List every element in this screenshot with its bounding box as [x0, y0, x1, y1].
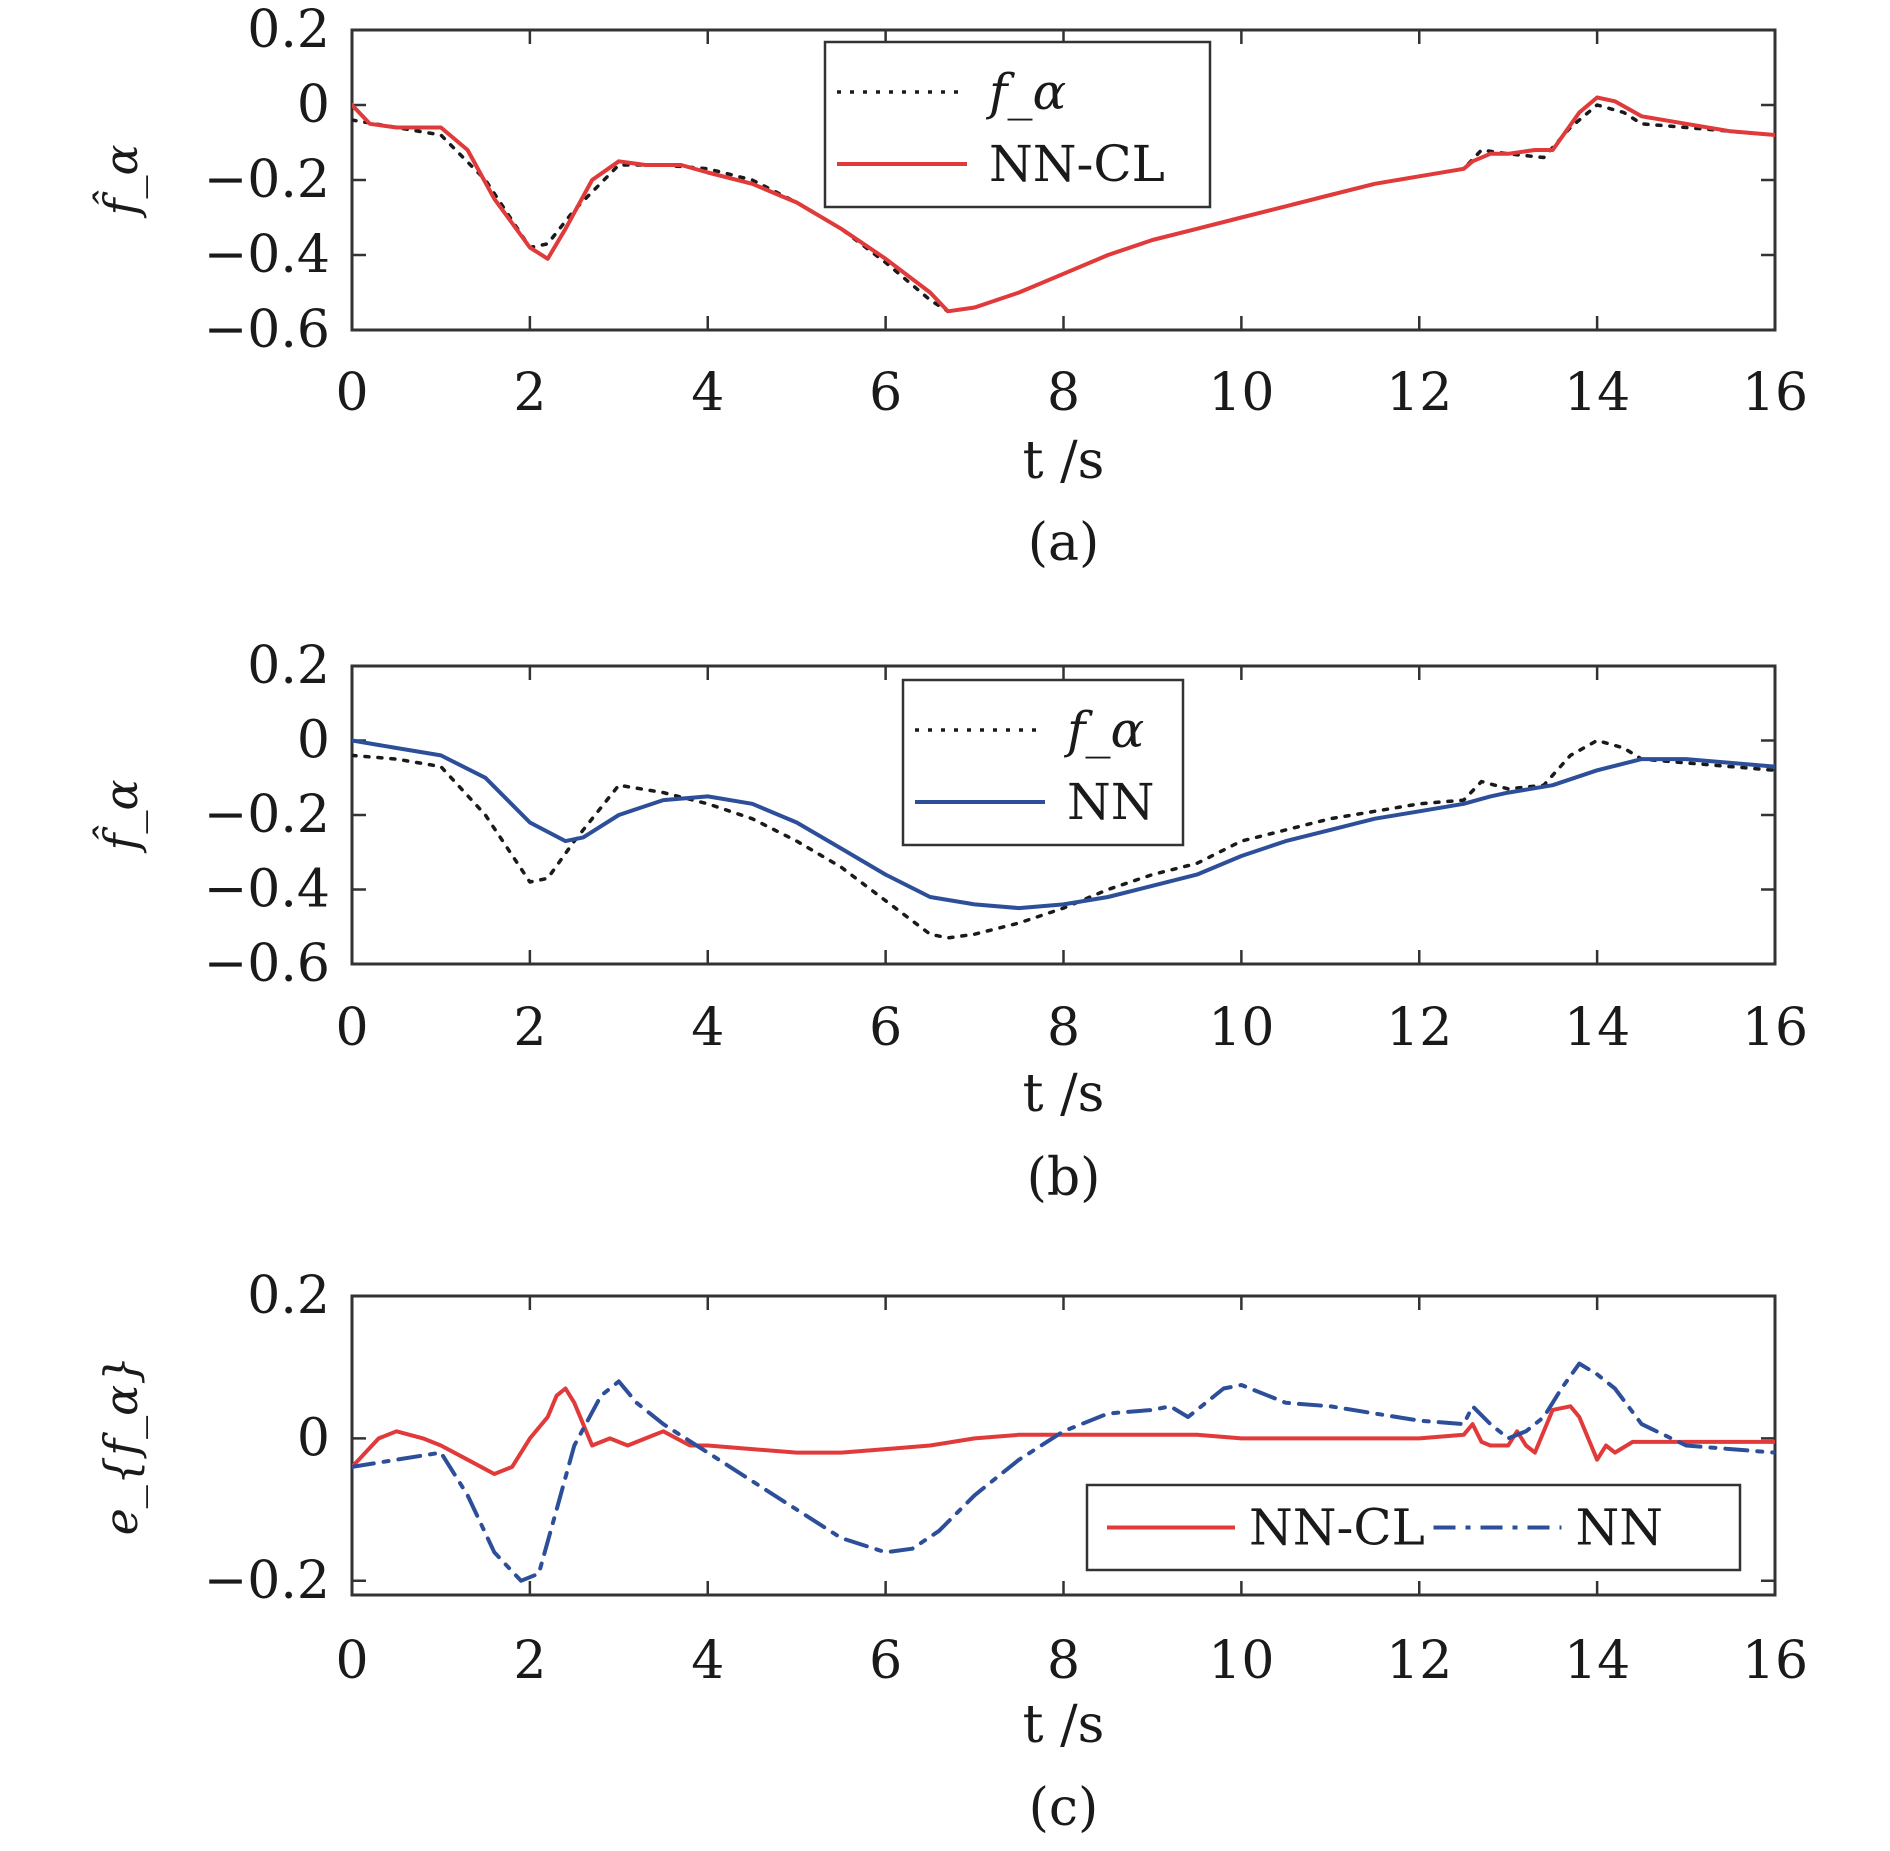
x-tick-label: 8	[1047, 998, 1080, 1058]
panel-caption: (a)	[1028, 513, 1100, 573]
x-tick-label: 10	[1208, 363, 1274, 423]
x-tick-label: 4	[691, 1631, 724, 1691]
series-line-nn-cl	[352, 1386, 1775, 1476]
legend: f_α NN	[901, 678, 1185, 847]
legend-label: NN-CL	[1249, 1499, 1425, 1557]
x-tick-label: 10	[1208, 998, 1274, 1058]
x-tick-label: 8	[1047, 363, 1080, 423]
y-tick-label: −0.2	[204, 785, 330, 845]
y-axis-label: e_{f_α}	[94, 1356, 148, 1536]
x-axis-label: t /s	[1023, 1064, 1105, 1124]
x-tick-label: 4	[691, 363, 724, 423]
x-axis-label: t /s	[1023, 1695, 1105, 1755]
x-tick-label: 6	[869, 1631, 902, 1691]
x-tick-label: 16	[1742, 998, 1808, 1058]
x-tick-label: 0	[335, 998, 368, 1058]
x-tick-label: 4	[691, 998, 724, 1058]
legend-label: f_α	[1063, 701, 1144, 759]
x-tick-label: 2	[513, 1631, 546, 1691]
x-axis-label: t /s	[1023, 431, 1105, 491]
x-tick-label: 14	[1564, 363, 1630, 423]
y-tick-label: 0	[297, 75, 330, 135]
x-tick-label: 12	[1386, 363, 1452, 423]
chart-panel-c: 0 2 4 6 8 10 12 14 160.20−0.2t /se_{f_α}(c)NN-CL…	[94, 1266, 1808, 1838]
y-tick-label: −0.6	[204, 934, 330, 994]
x-tick-label: 12	[1386, 998, 1452, 1058]
x-tick-label: 8	[1047, 1631, 1080, 1691]
legend-label: NN	[1576, 1499, 1664, 1557]
x-tick-label: 2	[513, 363, 546, 423]
legend-label: NN	[1067, 773, 1155, 831]
legend-box	[823, 40, 1212, 209]
x-tick-label: 6	[869, 363, 902, 423]
panel-caption: (c)	[1029, 1778, 1099, 1838]
x-tick-label: 12	[1386, 1631, 1452, 1691]
y-axis-label: f̂_α	[92, 144, 148, 218]
legend-label: f_α	[985, 63, 1066, 121]
y-tick-label: 0.2	[247, 0, 330, 60]
legend: f_α NN-CL	[823, 40, 1212, 209]
series-group	[352, 95, 1775, 314]
y-tick-label: 0	[297, 1408, 330, 1468]
x-tick-label: 16	[1742, 363, 1808, 423]
x-tick-label: 0	[335, 363, 368, 423]
x-tick-label: 2	[513, 998, 546, 1058]
panel-caption: (b)	[1027, 1148, 1101, 1208]
chart-panel-a: 0 2 4 6 8 10 12 14 16 0.2 0 −0.2 −0.4 −0.6 t /s f̂_α (a)…	[92, 0, 1808, 573]
x-tick-label: 0	[335, 1631, 368, 1691]
y-tick-label: −0.2	[204, 150, 330, 210]
legend: NN-CL NN	[1085, 1483, 1742, 1572]
y-tick-label: −0.4	[204, 860, 330, 920]
y-tick-label: −0.2	[204, 1551, 330, 1611]
series-line-nn	[352, 738, 1775, 911]
y-axis-label: f̂_α	[92, 779, 148, 853]
legend-box	[901, 678, 1185, 847]
y-tick-label: 0.2	[247, 1266, 330, 1326]
y-tick-label: 0.2	[247, 636, 330, 696]
x-tick-label: 6	[869, 998, 902, 1058]
y-tick-label: 0	[297, 711, 330, 771]
x-tick-label: 14	[1564, 1631, 1630, 1691]
y-tick-label: −0.6	[204, 300, 330, 360]
series-line-nn	[352, 1361, 1775, 1583]
chart-panel-b: 0 2 4 6 8 10 12 14 16 0.2 0 −0.2 −0.4 −0.6 t /s f̂_α (b)…	[92, 636, 1808, 1208]
series-group	[352, 1361, 1775, 1583]
x-tick-label: 10	[1208, 1631, 1274, 1691]
x-tick-label: 16	[1742, 1631, 1808, 1691]
legend-label: NN-CL	[989, 135, 1165, 193]
series-line-nn-cl	[352, 95, 1775, 314]
x-tick-label: 14	[1564, 998, 1630, 1058]
y-tick-label: −0.4	[204, 225, 330, 285]
series-group	[352, 738, 1775, 940]
